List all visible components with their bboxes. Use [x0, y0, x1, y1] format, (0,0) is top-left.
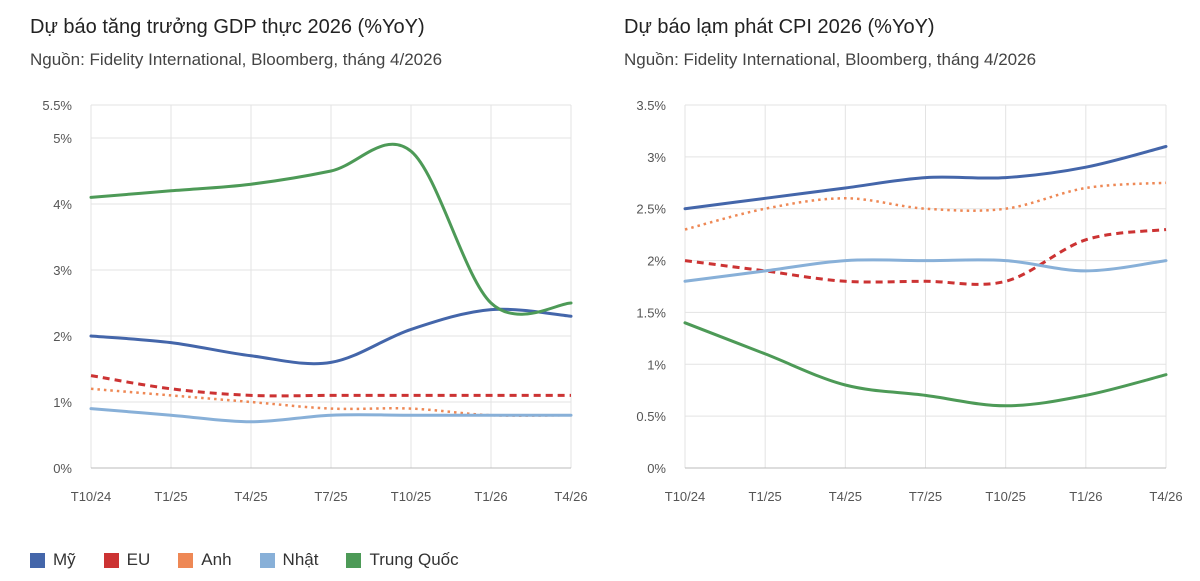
x-tick-label: T4/25 [234, 489, 267, 504]
cpi-line-chart: 0% 0.5% 1% 1.5% 2% 2.5% 3% 3.5% T10/24 T1/25 T4/25… [636, 98, 1182, 504]
x-tick-label: T4/26 [554, 489, 587, 504]
chart-title: Dự báo lạm phát CPI 2026 (%YoY) [624, 16, 935, 38]
x-tick-label: T10/25 [985, 489, 1025, 504]
y-tick-label: 2% [53, 329, 72, 344]
y-tick-label: 5% [53, 131, 72, 146]
x-tick-label: T1/26 [1069, 489, 1102, 504]
series-line [683, 321, 1168, 408]
chart-legend: Mỹ EU Anh Nhật Trung Quốc [30, 550, 459, 570]
legend-item: Mỹ [30, 550, 76, 570]
series-line [90, 387, 572, 417]
y-tick-label: 2.5% [636, 202, 666, 217]
legend-item: EU [103, 550, 151, 570]
chart-subtitle: Nguồn: Fidelity International, Bloomberg… [624, 50, 1037, 69]
x-tick-label: T1/25 [749, 489, 782, 504]
gdp-line-chart: 0% 1% 2% 3% 4% 5% 5.5% T10/24 T1/25 T4/25 T7/25 T10… [42, 98, 587, 504]
legend-item: Trung Quốc [346, 550, 459, 570]
cpi-chart-panel: Dự báo lạm phát CPI 2026 (%YoY) Nguồn: F… [594, 0, 1184, 530]
chart-subtitle: Nguồn: Fidelity International, Bloomberg… [30, 50, 443, 69]
legend-label: Mỹ [53, 550, 76, 569]
y-tick-label: 2% [647, 254, 666, 269]
y-tick-label: 4% [53, 197, 72, 212]
y-tick-label: 0% [53, 461, 72, 476]
y-tick-label: 1% [647, 357, 666, 372]
legend-item: Anh [178, 550, 232, 570]
grid [684, 104, 1167, 469]
legend-label: EU [126, 550, 151, 569]
legend-label: Nhật [282, 550, 319, 569]
gdp-chart-panel: Dự báo tăng trưởng GDP thực 2026 (%YoY) … [0, 0, 590, 530]
legend-swatch [259, 552, 275, 568]
series-line [90, 374, 571, 398]
y-tick-label: 1% [53, 395, 72, 410]
x-tick-label: T7/25 [314, 489, 347, 504]
series-line [89, 307, 573, 366]
y-tick-label: 1.5% [636, 305, 666, 320]
series-line [89, 142, 573, 316]
x-tick-label: T10/25 [391, 489, 431, 504]
x-tick-label: T1/25 [154, 489, 187, 504]
x-tick-label: T10/24 [71, 489, 111, 504]
y-tick-label: 3% [53, 263, 72, 278]
y-tick-label: 0.5% [636, 409, 666, 424]
x-tick-label: T4/26 [1149, 489, 1182, 504]
series-line [89, 407, 573, 424]
x-tick-label: T7/25 [909, 489, 942, 504]
legend-swatch [103, 552, 119, 568]
legend-swatch [178, 552, 194, 568]
legend-swatch [346, 552, 362, 568]
series-line [684, 228, 1167, 286]
y-tick-label: 5.5% [42, 98, 72, 113]
legend-swatch [30, 552, 45, 568]
y-tick-label: 0% [647, 461, 666, 476]
y-tick-label: 3.5% [636, 98, 666, 113]
series-line [683, 258, 1168, 283]
chart-title: Dự báo tăng trưởng GDP thực 2026 (%YoY) [30, 16, 425, 38]
x-tick-label: T1/26 [474, 489, 507, 504]
x-tick-label: T4/25 [829, 489, 862, 504]
x-tick-label: T10/24 [665, 489, 705, 504]
legend-label: Anh [201, 550, 232, 569]
legend-label: Trung Quốc [369, 550, 459, 569]
y-tick-label: 3% [647, 150, 666, 165]
series-line [683, 145, 1168, 211]
legend-item: Nhật [259, 550, 319, 570]
